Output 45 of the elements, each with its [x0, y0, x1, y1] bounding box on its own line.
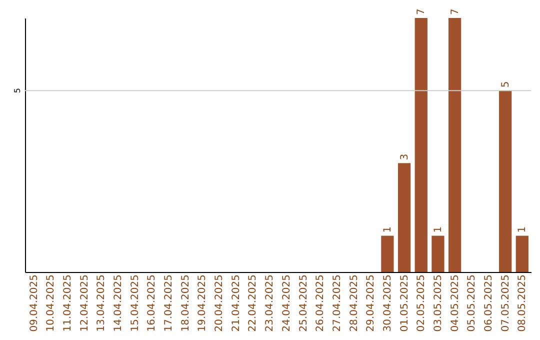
x-tick-label: 26.04.2025: [315, 274, 326, 332]
bar: [432, 236, 444, 272]
bar: [398, 163, 411, 272]
data-label: 7: [416, 8, 428, 15]
data-label: 1: [382, 226, 394, 233]
x-tick-label: 23.04.2025: [264, 274, 276, 332]
x-tick-label: 01.05.2025: [399, 274, 410, 332]
data-label: 7: [450, 8, 461, 15]
x-tick-label: 03.05.2025: [432, 274, 444, 332]
x-tick-label: 09.04.2025: [28, 274, 40, 332]
x-tick-label: 12.04.2025: [79, 274, 90, 332]
x-tick-label: 07.05.2025: [500, 274, 512, 332]
x-tick-label: 21.04.2025: [230, 274, 242, 332]
x-tick-label: 20.04.2025: [214, 274, 226, 332]
x-tick-label: 10.04.2025: [46, 274, 57, 332]
x-tick-label: 17.04.2025: [164, 274, 175, 332]
x-tick-label: 08.05.2025: [517, 274, 528, 332]
x-tick-label: 11.04.2025: [62, 274, 74, 332]
bar: [381, 236, 394, 272]
x-tick-label: 22.04.2025: [248, 274, 259, 332]
bar: [499, 90, 512, 272]
x-tick-label: 25.04.2025: [298, 274, 310, 332]
x-tick-label: 16.04.2025: [146, 274, 158, 332]
x-tick-label: 19.04.2025: [197, 274, 208, 332]
x-tick-label: 06.05.2025: [483, 274, 494, 332]
x-tick-label: 28.04.2025: [348, 274, 360, 332]
x-tick-label: 24.04.2025: [281, 274, 292, 332]
data-label: 1: [432, 226, 444, 233]
x-tick-label: 18.04.2025: [180, 274, 192, 332]
bar: [414, 18, 428, 272]
ref-line-label: 5: [13, 88, 22, 94]
x-tick-label: 30.04.2025: [382, 274, 394, 332]
data-label: 5: [500, 81, 512, 88]
x-tick-label: 14.04.2025: [113, 274, 124, 332]
x-tick-label: 27.04.2025: [332, 274, 343, 332]
bar: [448, 18, 462, 272]
x-tick-label: 13.04.2025: [96, 274, 108, 332]
x-tick-label: 29.04.2025: [366, 274, 377, 332]
bar: [516, 236, 528, 272]
x-tick-label: 15.04.2025: [130, 274, 141, 332]
data-label: 1: [517, 226, 528, 233]
x-tick-label: 04.05.2025: [450, 274, 461, 332]
x-tick-label: 02.05.2025: [416, 274, 428, 332]
data-label: 3: [399, 154, 410, 160]
x-tick-label: 05.05.2025: [466, 274, 478, 332]
